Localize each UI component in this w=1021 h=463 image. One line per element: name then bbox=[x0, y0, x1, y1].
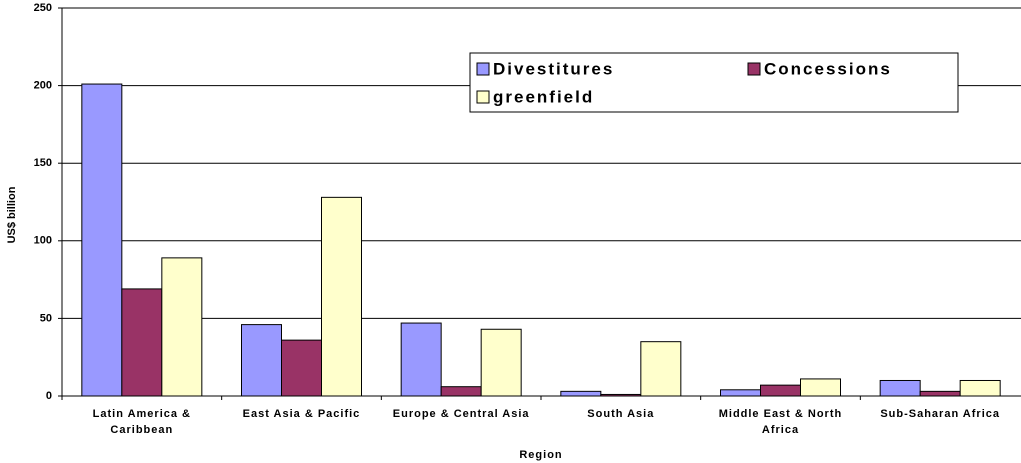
legend-box bbox=[469, 52, 959, 113]
y-axis-label: US$ billion bbox=[6, 186, 18, 243]
bar bbox=[879, 379, 921, 397]
legend-swatch bbox=[476, 90, 490, 104]
x-tick-label: Middle East & North Africa bbox=[718, 408, 843, 436]
bar bbox=[281, 339, 322, 397]
y-tick-label: 200 bbox=[34, 80, 52, 92]
legend-label: Concessions bbox=[764, 59, 892, 78]
x-axis-label: Region bbox=[519, 449, 562, 461]
y-tick-label: 250 bbox=[34, 2, 52, 14]
bar bbox=[919, 390, 961, 397]
bar bbox=[440, 386, 482, 397]
bar bbox=[480, 328, 522, 397]
x-tick-label: Latin America & Caribbean bbox=[92, 408, 191, 436]
x-tick-label: Europe & Central Asia bbox=[392, 408, 530, 420]
y-tick-label: 0 bbox=[46, 390, 52, 402]
bar bbox=[241, 324, 282, 397]
x-tick-label: East Asia & Pacific bbox=[242, 408, 361, 420]
y-tick-label: 150 bbox=[34, 157, 52, 169]
bar bbox=[959, 379, 1001, 397]
bar bbox=[560, 390, 602, 397]
bar bbox=[81, 83, 123, 397]
y-tick-label: 50 bbox=[40, 312, 52, 324]
bar bbox=[640, 341, 682, 397]
bar bbox=[760, 384, 801, 397]
y-tick-label: 100 bbox=[34, 235, 52, 247]
bar bbox=[720, 389, 761, 397]
bar bbox=[800, 378, 841, 397]
bar bbox=[161, 257, 203, 397]
bar bbox=[321, 196, 362, 397]
x-tick-label: Sub-Saharan Africa bbox=[880, 408, 1000, 420]
legend-label: Divestitures bbox=[493, 59, 614, 78]
legend-label: greenfield bbox=[493, 87, 594, 106]
legend-swatch bbox=[476, 62, 490, 76]
bar bbox=[400, 322, 442, 397]
x-tick-label: South Asia bbox=[587, 408, 655, 420]
legend-swatch bbox=[747, 62, 761, 76]
bar bbox=[121, 288, 163, 397]
